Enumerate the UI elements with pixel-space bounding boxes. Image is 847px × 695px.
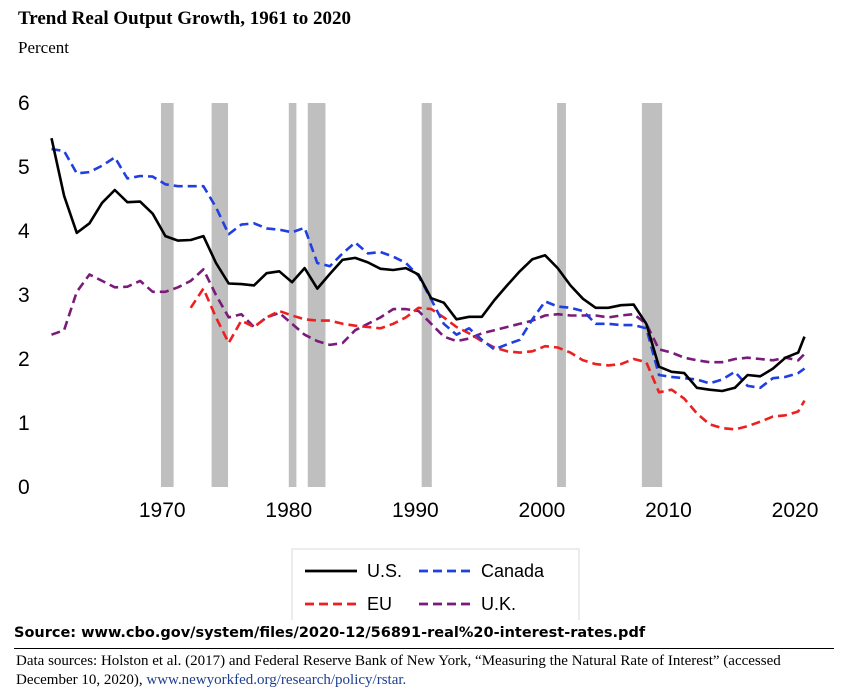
x-tick-label: 1980: [265, 499, 312, 522]
recession-bar-4: [421, 103, 432, 487]
recession-bar-5: [557, 103, 566, 487]
legend-label-us: U.S.: [367, 561, 402, 581]
legend-label-eu: EU: [367, 594, 392, 614]
y-tick-label: 2: [18, 348, 30, 371]
chart-canvas: 0 1 2 3 4 5 6 1970 1980 1990 2000 2010 2020 U.S. Can…: [18, 92, 819, 620]
y-tick-label: 0: [18, 476, 30, 499]
x-tick-label: 1990: [392, 499, 439, 522]
y-tick-label: 5: [18, 156, 30, 179]
recession-shading-group: [160, 103, 663, 487]
recession-bar-2: [288, 103, 297, 487]
source-line: Source: www.cbo.gov/system/files/2020-12…: [14, 625, 646, 641]
data-sources-link[interactable]: www.newyorkfed.org/research/policy/rstar…: [146, 672, 407, 688]
x-tick-label: 1970: [139, 499, 186, 522]
series-line-uk: [51, 268, 806, 364]
recession-bar-3: [307, 103, 326, 487]
legend-label-uk: U.K.: [481, 594, 516, 614]
legend-label-canada: Canada: [481, 561, 545, 581]
x-tick-label: 2010: [645, 499, 692, 522]
x-axis-ticks: 1970 1980 1990 2000 2010 2020: [139, 499, 819, 522]
data-sources-note: Data sources: Holston et al. (2017) and …: [16, 652, 816, 690]
series-line-us: [50, 137, 806, 393]
y-axis-unit-label: Percent: [18, 38, 69, 57]
data-sources-text: Data sources: Holston et al. (2017) and …: [16, 653, 781, 688]
divider: [14, 648, 834, 649]
y-tick-label: 6: [18, 92, 30, 115]
chart-title: Trend Real Output Growth, 1961 to 2020: [18, 8, 352, 29]
y-tick-label: 4: [18, 220, 30, 243]
recession-bar-0: [160, 103, 174, 487]
x-tick-label: 2020: [772, 499, 819, 522]
series-line-eu: [189, 287, 806, 431]
recession-bar-6: [641, 103, 663, 487]
y-axis-ticks: 0 1 2 3 4 5 6: [18, 92, 30, 499]
legend: U.S. Canada EU U.K.: [291, 548, 580, 620]
series-lines: [50, 137, 806, 431]
y-tick-label: 1: [18, 412, 30, 435]
legend-frame: [291, 548, 580, 620]
recession-bar-1: [211, 103, 229, 487]
x-tick-label: 2000: [519, 499, 566, 522]
y-tick-label: 3: [18, 284, 30, 307]
